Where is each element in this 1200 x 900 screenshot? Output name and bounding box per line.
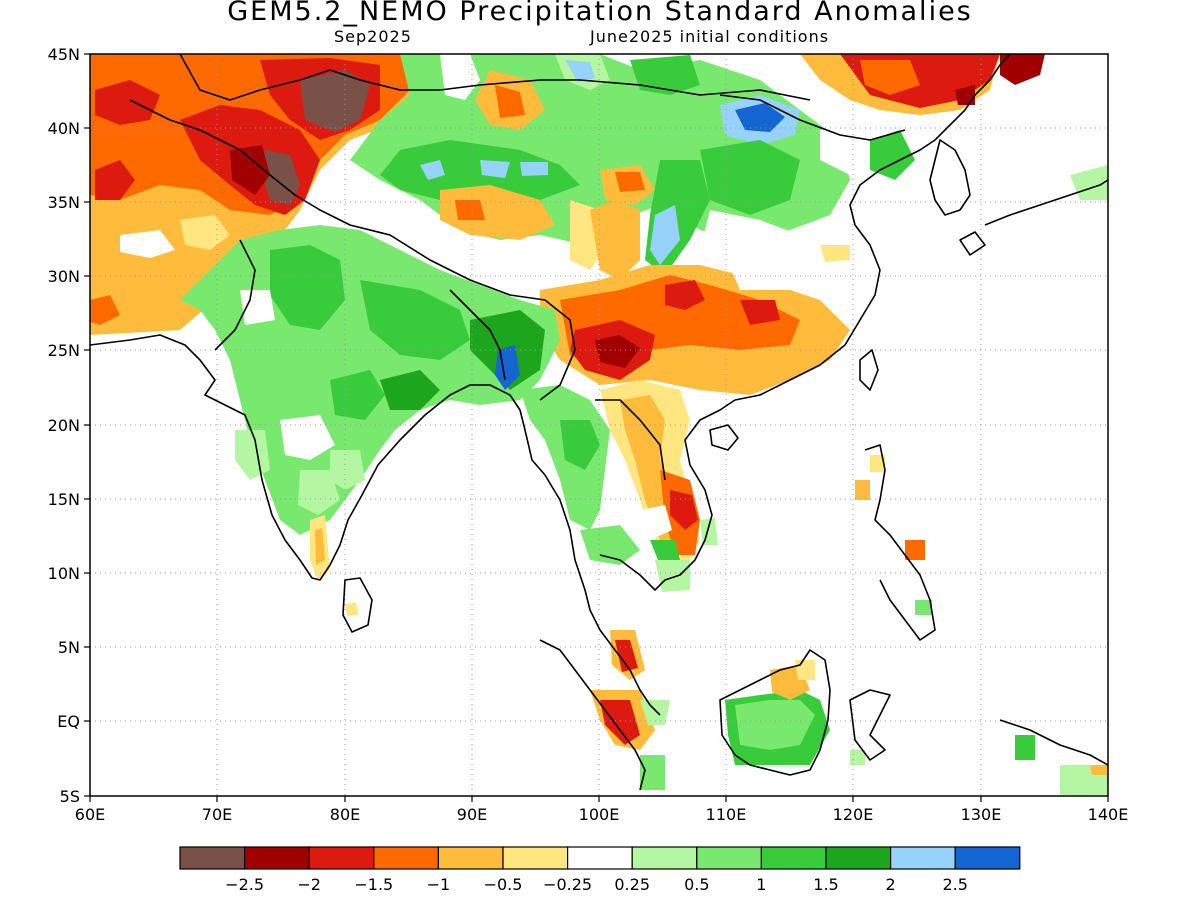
colorbar-label: −0.25 <box>543 875 592 894</box>
colorbar-label: 0.25 <box>614 875 650 894</box>
colorbar-swatch <box>760 846 827 870</box>
lon-label: 130E <box>961 805 1002 824</box>
coastlines <box>90 54 1108 791</box>
colorbar-swatch <box>631 846 698 870</box>
colorbar-swatch <box>889 846 956 870</box>
lon-label: 100E <box>579 805 620 824</box>
colorbar <box>179 846 1021 870</box>
initial-conditions: June2025 initial conditions <box>590 27 830 46</box>
lat-label: 5N <box>58 638 80 657</box>
colorbar-label: −1 <box>427 875 451 894</box>
lat-label: 30N <box>48 267 80 286</box>
lat-label: 35N <box>48 193 80 212</box>
lat-label: 40N <box>48 119 80 138</box>
lat-label: EQ <box>57 712 80 731</box>
colorbar-label: 1 <box>756 875 766 894</box>
colorbar-label: 2.5 <box>942 875 967 894</box>
colorbar-swatch <box>502 846 569 870</box>
lat-label: 20N <box>48 416 80 435</box>
lat-label: 15N <box>48 490 80 509</box>
lat-label: 5S <box>60 787 80 806</box>
page-title: GEM5.2_NEMO Precipitation Standard Anoma… <box>227 0 973 27</box>
colorbar-label: 0.5 <box>684 875 709 894</box>
lon-label: 70E <box>202 805 232 824</box>
lat-label: 25N <box>48 341 80 360</box>
colorbar-label: −0.5 <box>484 875 523 894</box>
lon-label: 80E <box>330 805 360 824</box>
colorbar-label: −1.5 <box>354 875 393 894</box>
colorbar-swatch <box>437 846 504 870</box>
colorbar-label: −2 <box>297 875 321 894</box>
colorbar-swatch <box>308 846 375 870</box>
lon-label: 60E <box>75 805 105 824</box>
colorbar-swatch <box>825 846 892 870</box>
colorbar-swatch <box>244 846 310 870</box>
colorbar-labels: −2.5 −2 −1.5 −1 −0.5 −0.25 0.25 0.5 1 1.5 2 2.5 <box>225 875 968 894</box>
lon-label: 140E <box>1088 805 1129 824</box>
colorbar-swatch <box>373 846 439 870</box>
lon-label: 110E <box>706 805 747 824</box>
lon-label: 120E <box>833 805 874 824</box>
forecast-month: Sep2025 <box>334 27 412 46</box>
colorbar-label: 1.5 <box>813 875 838 894</box>
colorbar-swatch <box>566 846 633 870</box>
lat-label: 10N <box>48 564 80 583</box>
colorbar-swatch <box>954 846 1021 870</box>
colorbar-swatch <box>696 846 762 870</box>
colorbar-swatch <box>179 846 246 870</box>
lat-label: 45N <box>48 45 80 64</box>
lon-label: 90E <box>457 805 487 824</box>
colorbar-label: −2.5 <box>225 875 264 894</box>
colorbar-label: 2 <box>886 875 896 894</box>
